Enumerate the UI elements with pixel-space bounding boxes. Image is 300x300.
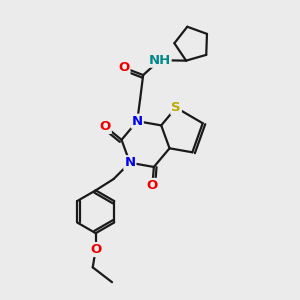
Text: N: N <box>124 156 135 169</box>
Text: O: O <box>147 179 158 192</box>
Text: O: O <box>100 120 111 133</box>
Text: O: O <box>118 61 130 74</box>
Text: O: O <box>90 243 101 256</box>
Text: N: N <box>132 115 143 128</box>
Text: NH: NH <box>148 54 171 67</box>
Text: S: S <box>171 101 181 114</box>
